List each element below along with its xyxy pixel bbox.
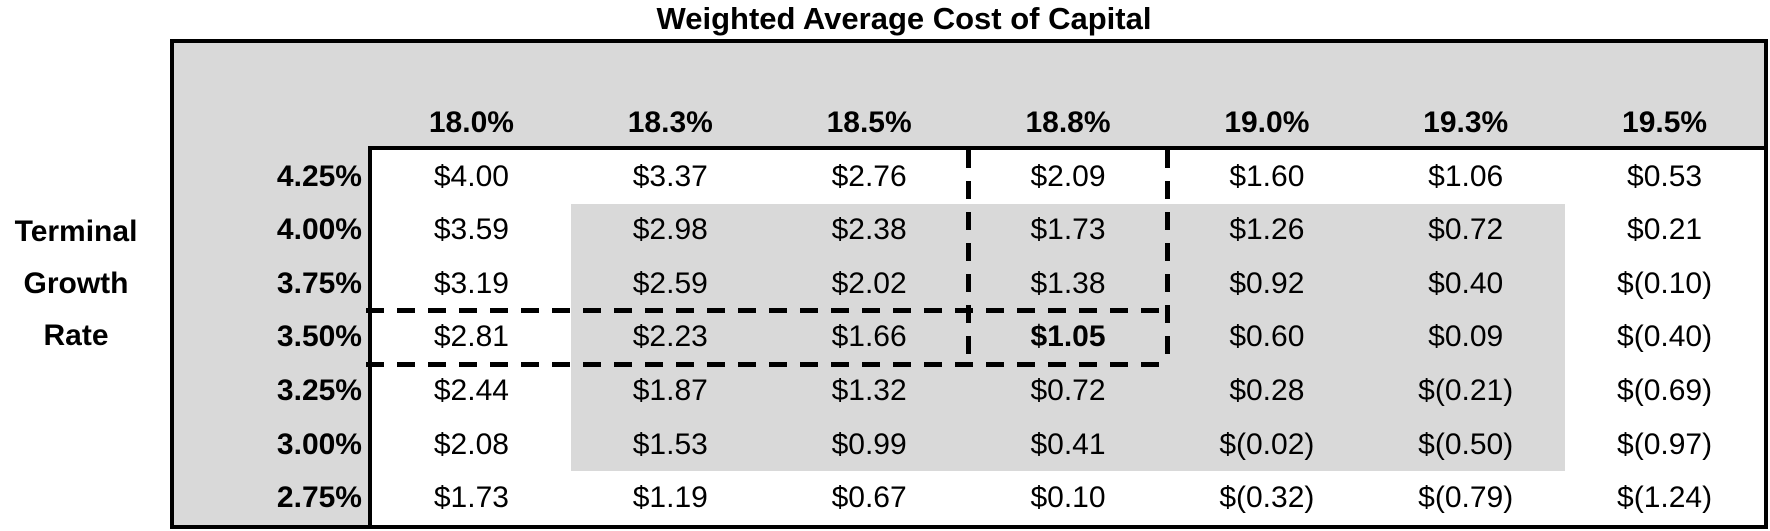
table-cell: $(0.97)	[1617, 427, 1713, 461]
table-cell: $(0.50)	[1418, 427, 1514, 461]
row-header: 3.75%	[276, 266, 362, 300]
dashed-row-highlight-top	[366, 308, 1172, 313]
table-cell: $3.37	[632, 159, 708, 193]
table-cell: $0.41	[1030, 427, 1106, 461]
table-cell: $1.53	[632, 427, 708, 461]
row-axis-title-line: Rate	[43, 319, 109, 352]
table-cell: $0.72	[1428, 213, 1504, 247]
table-cell: $2.02	[831, 266, 907, 300]
row-axis-title-line: Terminal	[14, 215, 138, 248]
table-cell: $2.98	[632, 213, 708, 247]
column-header: 18.0%	[428, 106, 514, 139]
table-cell: $0.99	[831, 427, 907, 461]
table-cell: $2.09	[1030, 159, 1106, 193]
row-header: 3.00%	[276, 427, 362, 461]
table-cell: $1.87	[632, 374, 708, 408]
shaded-scenario-region	[570, 203, 1566, 472]
table-cell: $1.73	[433, 481, 509, 515]
table-cell: $0.60	[1229, 320, 1305, 354]
table-cell: $1.19	[632, 481, 708, 515]
table-cell: $2.23	[632, 320, 708, 354]
column-header: 18.3%	[627, 106, 713, 139]
table-cell: $1.60	[1229, 159, 1305, 193]
table-data-area: $4.00 $3.37 $2.76 $2.09 $1.60 $1.06 $0.53 $3.59…	[368, 146, 1764, 525]
table-title: Weighted Average Cost of Capital	[656, 1, 1152, 36]
table-cell: $0.67	[831, 481, 907, 515]
table-cell: $(0.10)	[1617, 266, 1713, 300]
table-cell: $0.72	[1030, 374, 1106, 408]
table-cell: $1.26	[1229, 213, 1305, 247]
base-case-cell: $1.05	[1030, 320, 1106, 354]
row-header-column: 4.25% 4.00% 3.75% 3.50% 3.25% 3.00% 2.75%	[174, 150, 364, 525]
column-header: 18.5%	[826, 106, 912, 139]
dashed-row-highlight-bottom	[366, 362, 1172, 367]
table-cell: $(0.69)	[1617, 374, 1713, 408]
row-header: 3.25%	[276, 374, 362, 408]
dashed-column-highlight-right	[1165, 150, 1170, 367]
row-axis-title-line: Growth	[23, 267, 129, 300]
table-cell: $(0.40)	[1617, 320, 1713, 354]
table-cell: $0.09	[1428, 320, 1504, 354]
table-cell: $2.59	[632, 266, 708, 300]
dashed-column-highlight-left	[966, 150, 971, 367]
table-cell: $1.06	[1428, 159, 1504, 193]
table-cell: $2.08	[433, 427, 509, 461]
column-header: 18.8%	[1025, 106, 1111, 139]
table-cell: $(1.24)	[1617, 481, 1713, 515]
row-header: 3.50%	[276, 320, 362, 354]
table-cell: $0.28	[1229, 374, 1305, 408]
table-cell: $0.53	[1627, 159, 1703, 193]
table-cell: $0.92	[1229, 266, 1305, 300]
column-header: 19.0%	[1224, 106, 1310, 139]
table-cell: $1.73	[1030, 213, 1106, 247]
table-cell: $4.00	[433, 159, 509, 193]
row-header: 4.25%	[276, 159, 362, 193]
table-cell: $1.66	[831, 320, 907, 354]
table-cell: $2.81	[433, 320, 509, 354]
column-header-row: 18.0% 18.3% 18.5% 18.8% 19.0% 19.3% 19.5%	[372, 92, 1764, 142]
table-cell: $1.38	[1030, 266, 1106, 300]
table-cell: $0.10	[1030, 481, 1106, 515]
data-grid: $4.00 $3.37 $2.76 $2.09 $1.60 $1.06 $0.53 $3.59…	[372, 150, 1764, 525]
row-header: 2.75%	[276, 481, 362, 515]
table-cell: $1.32	[831, 374, 907, 408]
table-cell: $0.21	[1627, 213, 1703, 247]
table-cell: $(0.32)	[1219, 481, 1315, 515]
row-header: 4.00%	[276, 213, 362, 247]
table-cell: $(0.02)	[1219, 427, 1315, 461]
table-cell: $(0.79)	[1418, 481, 1514, 515]
table-cell: $3.59	[433, 213, 509, 247]
table-cell: $2.76	[831, 159, 907, 193]
row-axis-title: Terminal Growth Rate	[0, 206, 152, 362]
column-header: 19.3%	[1423, 106, 1509, 139]
column-header: 19.5%	[1622, 106, 1708, 139]
table-cell: $(0.21)	[1418, 374, 1514, 408]
table-cell: $3.19	[433, 266, 509, 300]
table-cell: $0.40	[1428, 266, 1504, 300]
table-cell: $2.38	[831, 213, 907, 247]
table-cell: $2.44	[433, 374, 509, 408]
